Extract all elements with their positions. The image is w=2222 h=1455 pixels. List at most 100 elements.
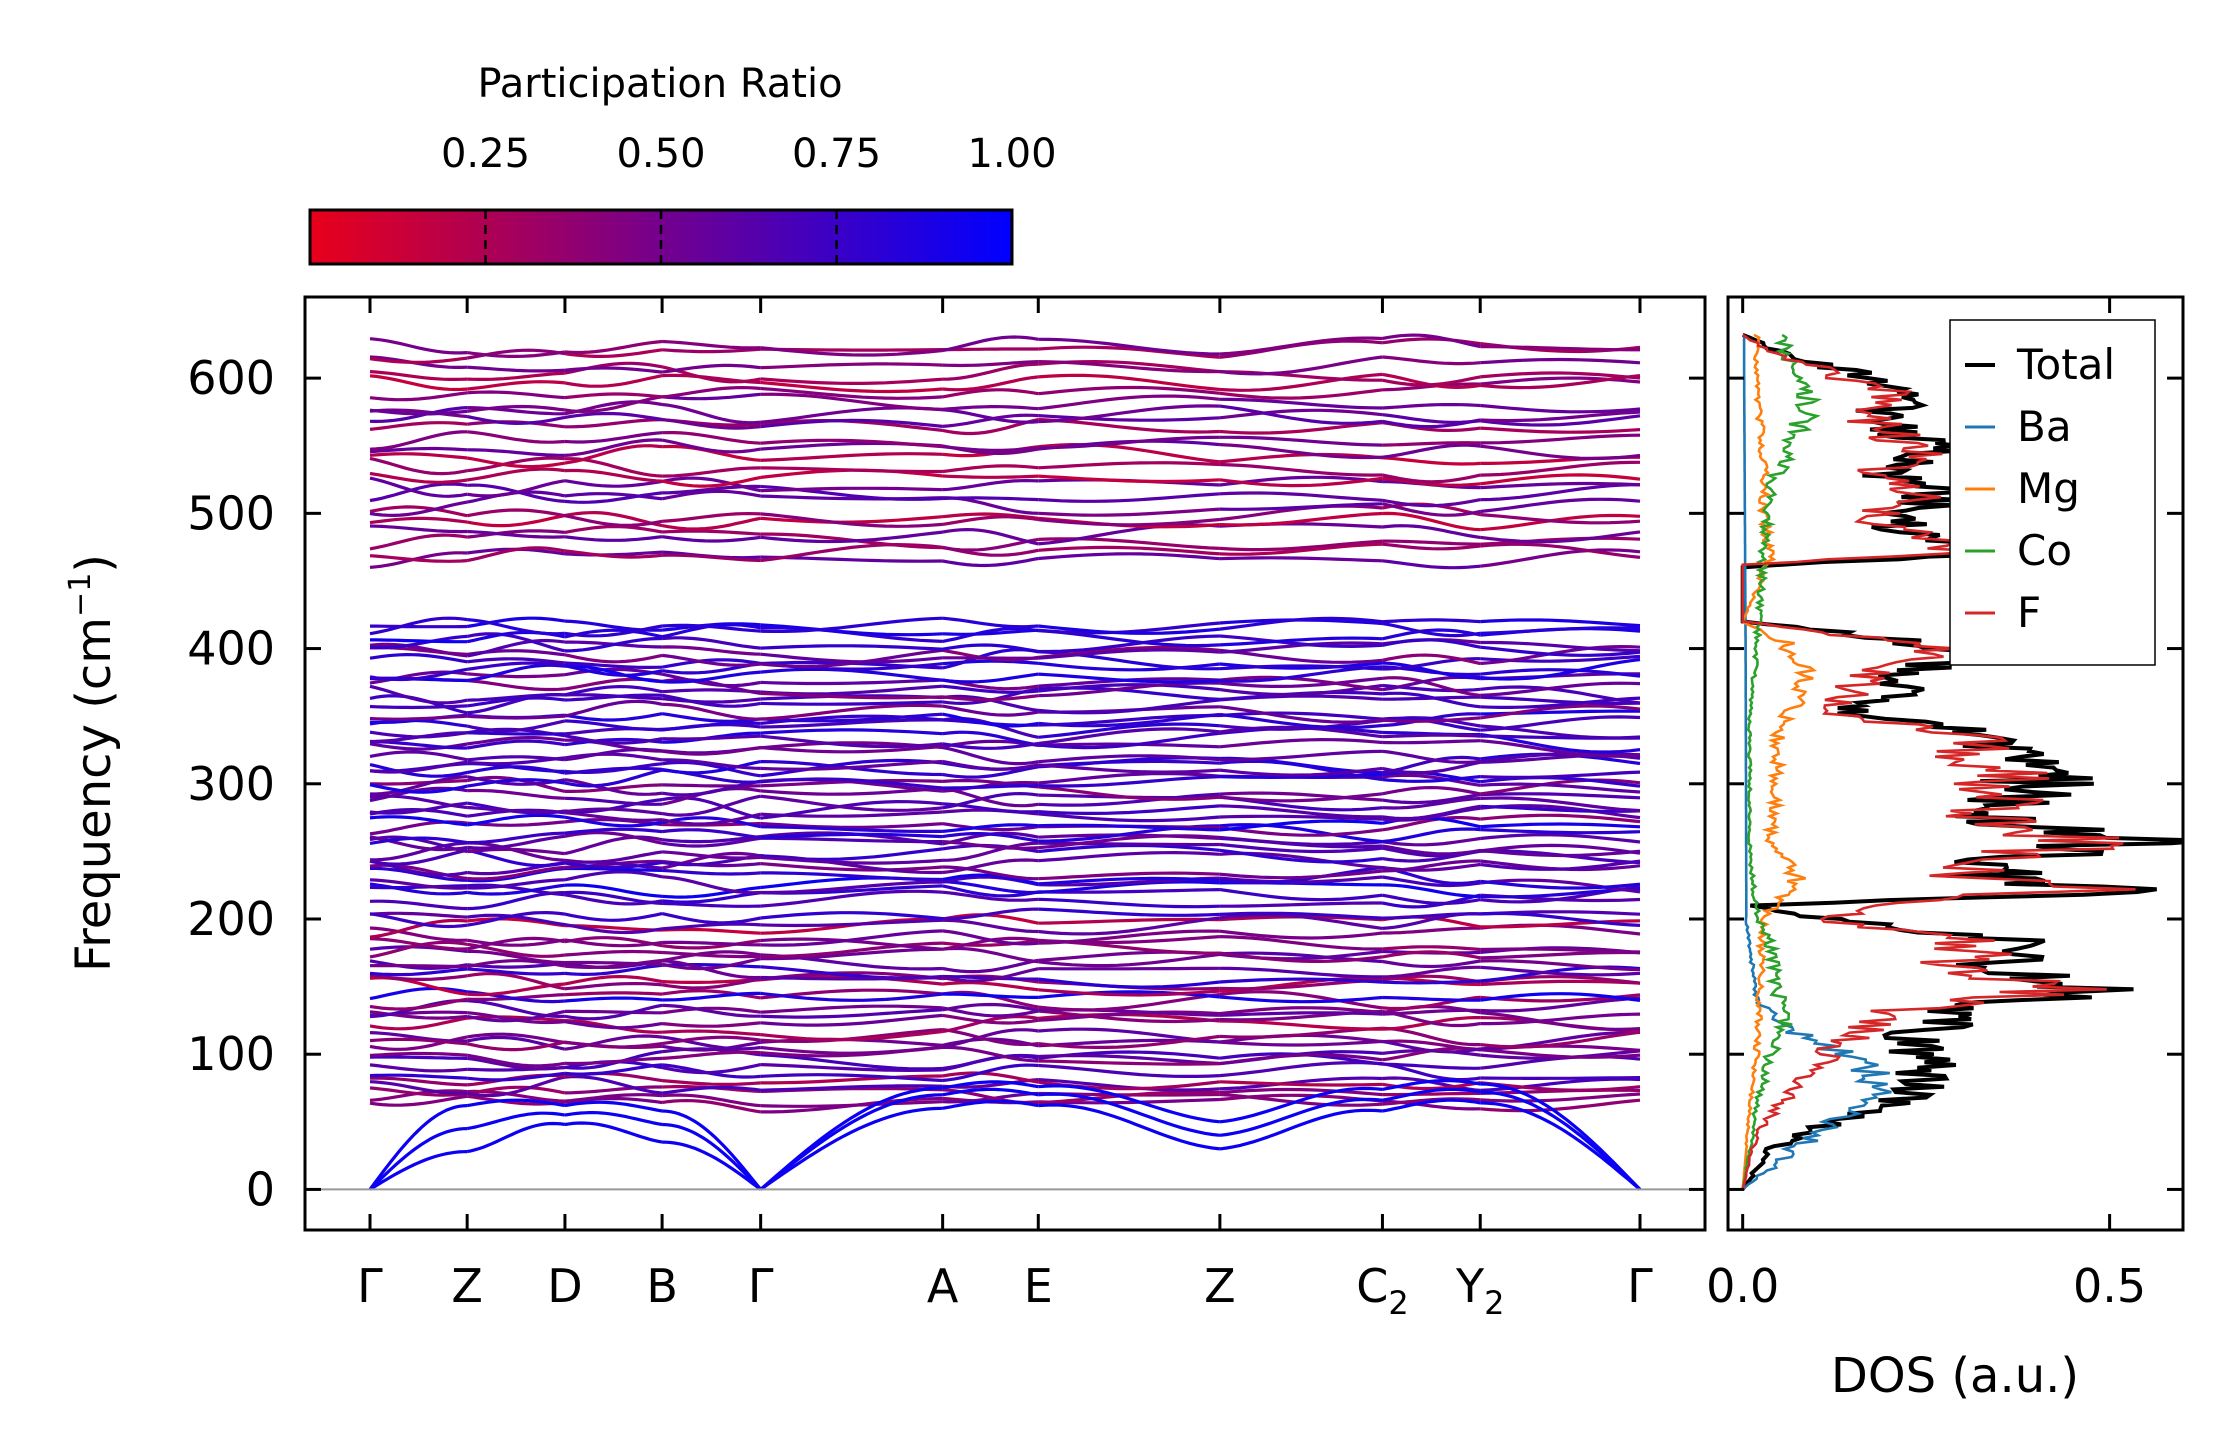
phonon-band	[1219, 511, 1383, 527]
acoustic-band	[1219, 1108, 1383, 1151]
phonon-band	[466, 719, 566, 733]
acoustic-band	[942, 1087, 1039, 1097]
phonon-band	[1219, 848, 1383, 864]
phonon-band	[466, 479, 566, 498]
acoustic-band	[662, 1140, 762, 1191]
phonon-band	[466, 736, 566, 746]
phonon-band	[661, 850, 761, 860]
phonon-band	[1219, 712, 1383, 730]
phonon-band	[1038, 360, 1220, 374]
k-point-label: Z	[451, 1259, 483, 1313]
phonon-band	[1480, 828, 1641, 835]
phonon-band	[661, 977, 761, 990]
phonon-band	[1480, 879, 1641, 890]
phonon-band	[369, 997, 468, 1011]
phonon-band	[564, 738, 663, 753]
phonon-band	[942, 474, 1039, 479]
phonon-band	[467, 999, 565, 1019]
acoustic-band	[1038, 1084, 1221, 1124]
phonon-band	[1382, 796, 1481, 810]
phonon-band	[1038, 373, 1221, 392]
phonon-band	[467, 731, 565, 736]
phonon-band	[564, 923, 663, 935]
phonon-band	[564, 431, 663, 444]
phonon-band	[564, 339, 663, 355]
phonon-band	[1219, 823, 1383, 844]
phonon-band	[1038, 672, 1220, 684]
phonon-band	[1382, 893, 1481, 906]
phonon-band	[1219, 388, 1383, 400]
phonon-band	[1480, 618, 1641, 628]
phonon-band	[942, 822, 1039, 832]
phonon-band	[1480, 685, 1641, 705]
acoustic-band	[1382, 1079, 1481, 1091]
phonon-band	[661, 672, 761, 688]
phonon-band	[1480, 919, 1641, 929]
phonon-band	[564, 719, 663, 732]
phonon-band	[662, 670, 761, 684]
phonon-band	[1480, 644, 1641, 666]
phonon-band	[369, 551, 468, 569]
phonon-band	[369, 973, 468, 981]
phonon-band	[1219, 491, 1383, 502]
phonon-band	[760, 825, 943, 833]
phonon-band	[661, 417, 761, 430]
phonon-band	[369, 391, 468, 402]
phonon-band	[370, 638, 468, 644]
phonon-band	[1480, 859, 1641, 871]
acoustic-band	[1038, 1103, 1221, 1151]
phonon-band	[369, 446, 468, 454]
phonon-band	[662, 466, 761, 478]
phonon-band	[369, 1063, 468, 1073]
acoustic-band	[942, 1099, 1039, 1110]
phonon-band	[1038, 952, 1221, 968]
phonon-band	[1480, 681, 1641, 697]
phonon-band	[760, 515, 943, 524]
phonon-band	[1382, 716, 1481, 723]
phonon-band	[1382, 661, 1481, 680]
phonon-band	[466, 936, 566, 951]
phonon-band	[369, 714, 468, 721]
phonon-band	[466, 1075, 566, 1098]
phonon-band	[1382, 945, 1481, 952]
phonon-band	[661, 1079, 761, 1086]
phonon-band	[564, 1040, 663, 1049]
k-point-label: B	[646, 1259, 678, 1313]
phonon-band	[467, 831, 565, 845]
phonon-band	[466, 739, 566, 750]
phonon-band	[1219, 634, 1383, 649]
phonon-band	[942, 745, 1039, 766]
phonon-band	[760, 889, 943, 908]
phonon-band	[1219, 719, 1383, 731]
phonon-band	[760, 777, 943, 790]
phonon-band	[661, 402, 761, 425]
phonon-band	[564, 815, 663, 828]
phonon-band	[564, 850, 663, 864]
phonon-band	[466, 910, 566, 927]
phonon-band	[564, 491, 663, 504]
phonon-band	[564, 893, 663, 906]
phonon-band	[564, 949, 663, 957]
phonon-band	[942, 556, 1039, 568]
phonon-band	[369, 370, 468, 381]
phonon-band	[942, 1063, 1039, 1083]
phonon-band	[942, 992, 1039, 999]
phonon-band	[1219, 826, 1383, 837]
phonon-band	[1382, 827, 1481, 844]
phonon-band	[1219, 664, 1383, 671]
phonon-band	[1219, 977, 1383, 984]
phonon-band	[661, 1035, 761, 1046]
phonon-band	[661, 535, 761, 543]
phonon-band	[1480, 813, 1641, 824]
phonon-band	[1480, 959, 1641, 972]
k-point-label: Y2	[1455, 1259, 1504, 1322]
phonon-band	[1038, 712, 1221, 728]
acoustic-band	[759, 1093, 943, 1191]
phonon-band	[466, 404, 566, 413]
phonon-band	[760, 941, 943, 958]
phonon-band	[942, 408, 1039, 424]
phonon-band	[942, 918, 1039, 934]
phonon-band	[1219, 676, 1383, 688]
phonon-band	[564, 661, 663, 669]
phonon-band	[1382, 959, 1481, 969]
